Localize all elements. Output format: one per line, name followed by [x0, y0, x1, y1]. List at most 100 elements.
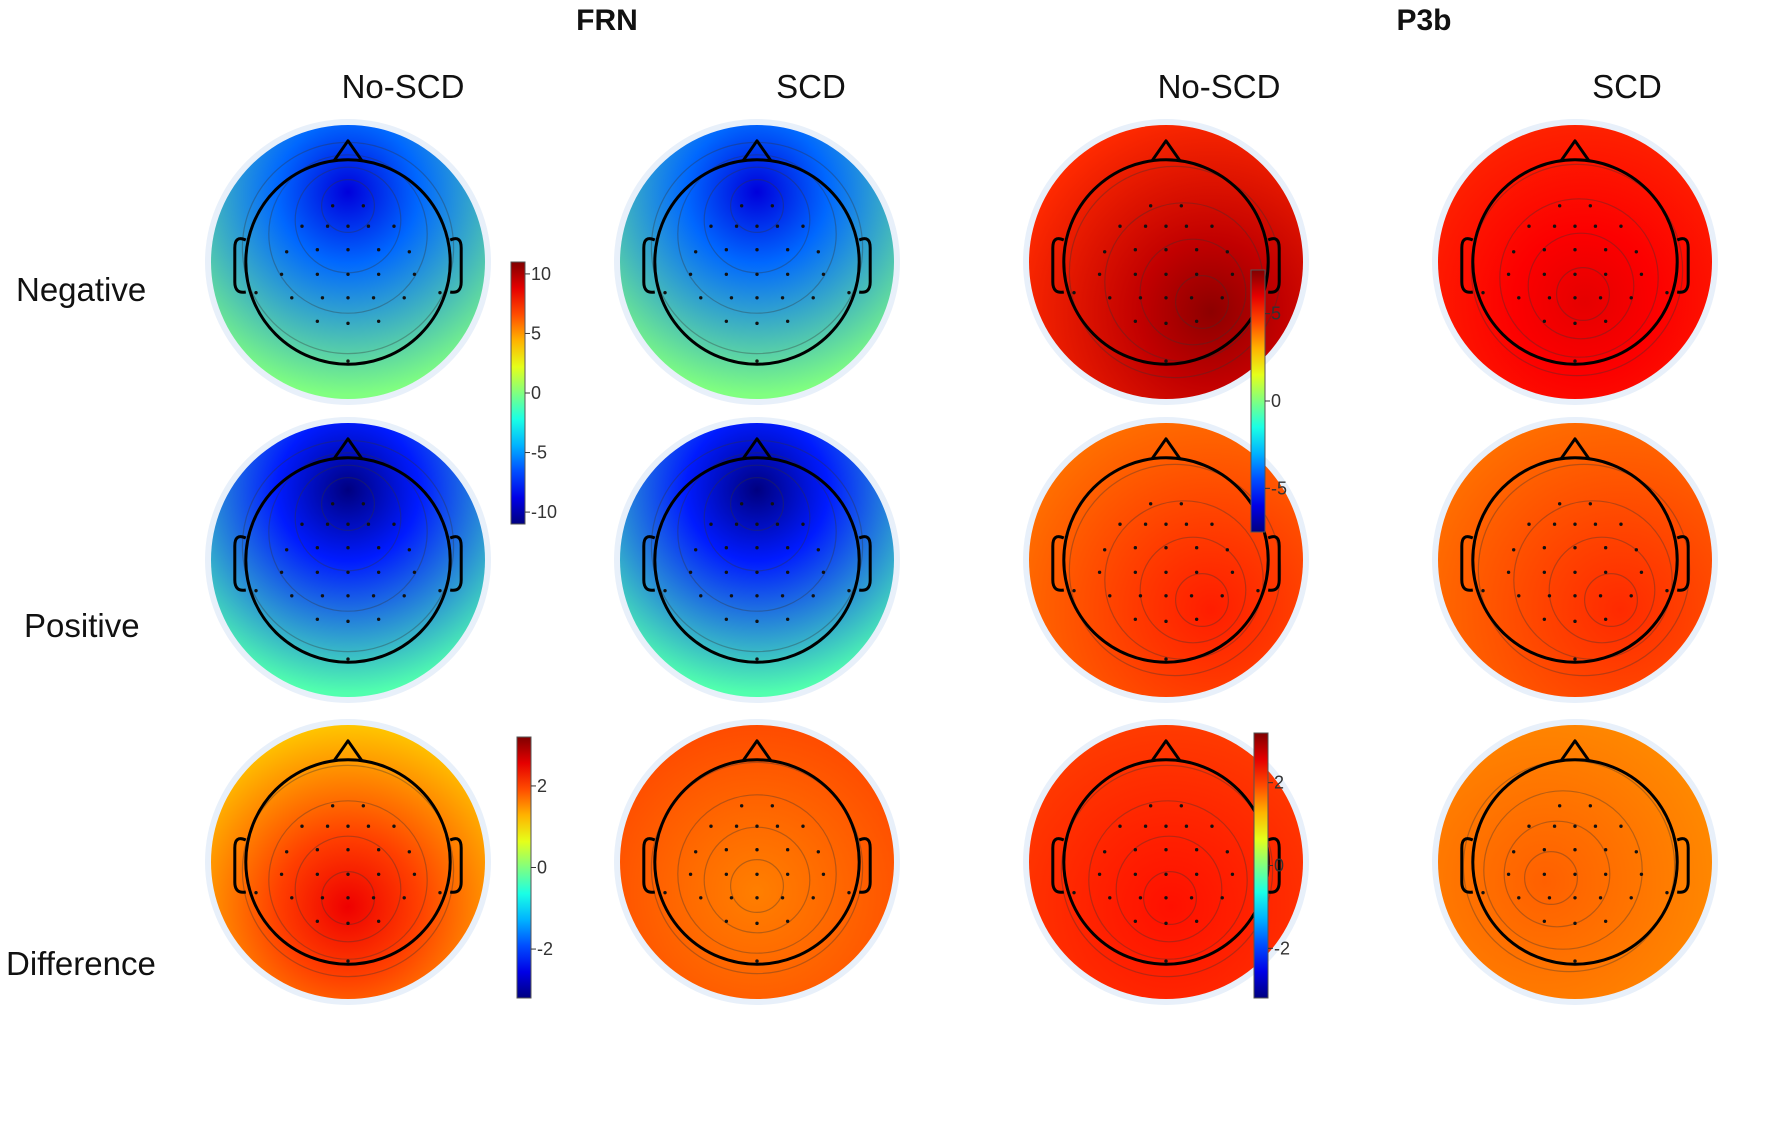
- electrode-dot: [376, 872, 381, 876]
- electrode-dot: [407, 250, 412, 254]
- electrode-dot: [376, 319, 381, 323]
- electrode-dot: [1189, 896, 1194, 900]
- colorbar-tick-label: 5: [1271, 304, 1281, 324]
- electrode-dot: [1506, 272, 1511, 276]
- electrode-dot: [811, 296, 815, 300]
- component-title-frn: FRN: [576, 4, 638, 37]
- electrode-dot: [821, 872, 826, 876]
- electrode-dot: [755, 321, 759, 326]
- electrode-dot: [1573, 657, 1577, 661]
- electrode-dot: [755, 522, 759, 526]
- left-ear-outline: [233, 237, 247, 294]
- electrode-dot: [780, 594, 785, 598]
- colorbar-tick-label: 5: [531, 323, 541, 343]
- electrode-dot: [1634, 250, 1639, 254]
- right-ear-outline: [449, 237, 463, 294]
- electrode-dot: [1164, 296, 1168, 300]
- electrode-dot: [392, 824, 396, 828]
- electrode-dot: [1143, 522, 1148, 526]
- electrode-dot: [1542, 872, 1547, 876]
- head-outline: [1471, 456, 1679, 664]
- electrode-dot: [284, 850, 289, 854]
- electrode-dot: [1598, 296, 1603, 300]
- electrode-dot: [279, 872, 284, 876]
- row-title-positive: Positive: [24, 607, 140, 644]
- topomap-surface: [1029, 725, 1303, 999]
- electrode-dot: [724, 617, 729, 621]
- electrode-dot: [709, 224, 713, 228]
- electrode-dot: [1194, 248, 1199, 252]
- electrode-dot: [1542, 248, 1547, 252]
- row-title-negative: Negative: [16, 271, 147, 308]
- electrode-dot: [1138, 594, 1143, 598]
- electrode-dot: [402, 594, 406, 598]
- electrode-dot: [1108, 594, 1112, 598]
- topomap-surface: [620, 125, 894, 399]
- electrode-dot: [1164, 359, 1168, 363]
- electrode-dot: [1588, 204, 1593, 208]
- electrode-dot: [847, 588, 851, 593]
- electrode-dot: [1210, 522, 1214, 526]
- electrode-dot: [1603, 570, 1608, 574]
- electrode-dot: [361, 502, 366, 506]
- colorbar-tick-label: 2: [1274, 773, 1284, 793]
- electrode-dot: [1573, 522, 1577, 526]
- electrode-dot: [1164, 657, 1168, 661]
- electrode-dot: [330, 804, 335, 808]
- electrode-dot: [1102, 850, 1107, 854]
- electrode-dot: [1220, 296, 1224, 300]
- electrode-dot: [1573, 570, 1577, 574]
- electrode-dot: [284, 548, 289, 552]
- electrode-dot: [1481, 290, 1485, 295]
- right-ear-outline: [858, 237, 872, 294]
- electrode-dot: [699, 594, 703, 598]
- electrode-dot: [663, 588, 667, 593]
- electrode-dot: [1138, 296, 1143, 300]
- electrode-dot: [1552, 522, 1557, 526]
- electrode-dot: [325, 224, 330, 228]
- left-ear-outline: [642, 535, 656, 592]
- electrode-dot: [1598, 896, 1603, 900]
- electrode-dot: [1517, 296, 1521, 300]
- colorbar-tick-label: 0: [537, 858, 547, 878]
- electrode-dot: [1148, 204, 1153, 208]
- electrode-dot: [1194, 319, 1199, 323]
- electrode-dot: [1665, 290, 1669, 295]
- topomap-surface: [211, 423, 485, 697]
- electrode-dot: [325, 522, 330, 526]
- left-ear-outline: [1460, 837, 1474, 894]
- electrode-dot: [315, 319, 320, 323]
- electrode-dot: [315, 919, 320, 923]
- topomap-p3b-no-scd-positive: [1023, 417, 1309, 703]
- electrode-dot: [724, 319, 729, 323]
- nose-outline: [332, 739, 364, 762]
- electrode-dot: [1102, 548, 1107, 552]
- contour-line: [1583, 572, 1638, 627]
- electrode-dot: [346, 896, 350, 900]
- nose-outline: [1150, 739, 1182, 762]
- head-outline: [653, 158, 861, 366]
- electrode-dot: [1573, 872, 1577, 876]
- electrode-dot: [811, 896, 815, 900]
- head-outline: [244, 758, 452, 966]
- electrode-dot: [1194, 872, 1199, 876]
- electrode-dot: [724, 272, 729, 276]
- electrode-dot: [734, 824, 739, 828]
- electrode-dot: [320, 896, 325, 900]
- right-ear-outline: [1676, 837, 1690, 894]
- electrode-dot: [724, 248, 729, 252]
- electrode-dot: [1593, 224, 1598, 228]
- electrode-dot: [755, 959, 759, 963]
- electrode-dot: [1164, 321, 1168, 326]
- electrode-dot: [290, 594, 294, 598]
- electrode-dot: [412, 570, 417, 574]
- electrode-dot: [1547, 896, 1552, 900]
- nose-outline: [741, 139, 773, 162]
- left-ear-outline: [233, 535, 247, 592]
- electrode-dot: [290, 896, 294, 900]
- electrode-dot: [320, 296, 325, 300]
- electrode-dot: [1210, 224, 1214, 228]
- colorbar-tick-label: -5: [531, 443, 547, 463]
- colorbar-gradient: [1253, 732, 1269, 999]
- electrode-dot: [1573, 921, 1577, 926]
